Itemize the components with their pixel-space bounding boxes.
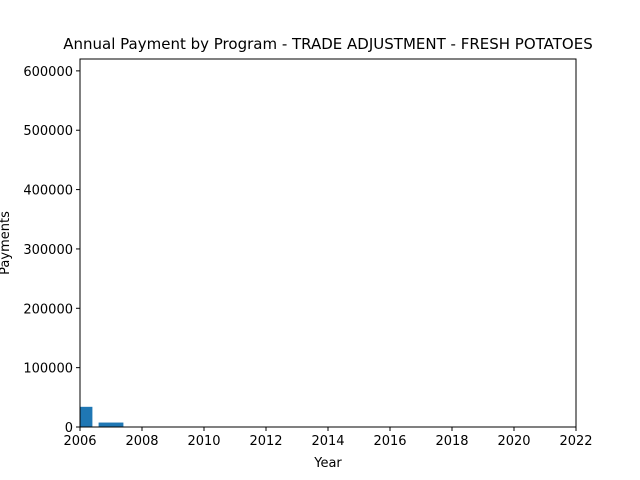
x-tick-label: 2010 [187, 434, 220, 449]
y-tick-label: 200000 [23, 302, 73, 317]
x-tick-label: 2018 [435, 434, 468, 449]
x-tick-label: 2006 [63, 434, 96, 449]
x-tick-label: 2012 [249, 434, 282, 449]
x-axis-ticks: 2006 2008 2010 2012 2014 2016 2018 2020 2022 [63, 427, 593, 449]
bar-2007 [98, 422, 124, 427]
y-axis-ticks: 0 100000 200000 300000 400000 500000 600000 [23, 65, 80, 436]
bar-2006 [80, 406, 93, 427]
plot-frame [79, 58, 577, 428]
y-tick-label: 500000 [23, 124, 73, 139]
y-tick-label: 600000 [23, 65, 73, 80]
y-tick-label: 300000 [23, 243, 73, 258]
x-tick-label: 2020 [497, 434, 530, 449]
x-tick-label: 2008 [125, 434, 158, 449]
x-tick-label: 2022 [559, 434, 592, 449]
bars-group [80, 406, 124, 427]
x-tick-label: 2014 [311, 434, 344, 449]
x-axis-label: Year [313, 456, 342, 471]
y-axis-label: Payments [0, 211, 13, 275]
chart-title: Annual Payment by Program - TRADE ADJUST… [63, 35, 592, 53]
x-tick-label: 2016 [373, 434, 406, 449]
y-tick-label: 0 [65, 421, 73, 436]
y-tick-label: 400000 [23, 184, 73, 199]
y-tick-label: 100000 [23, 362, 73, 377]
